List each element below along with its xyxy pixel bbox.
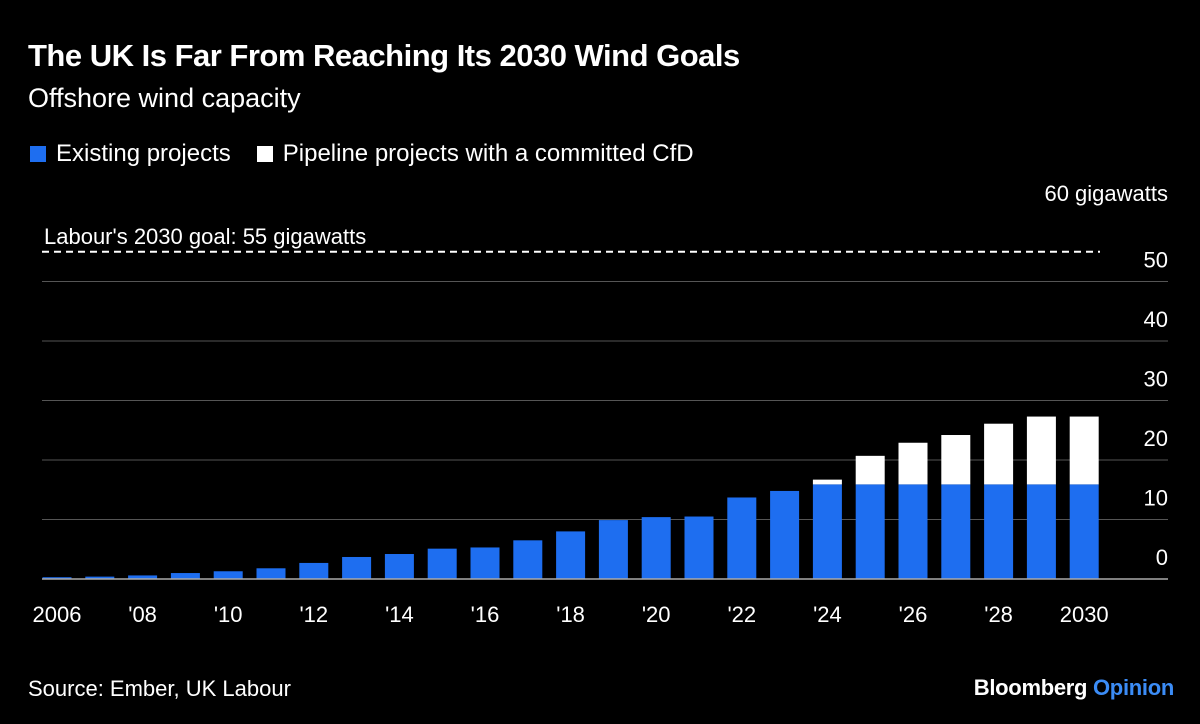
- bar-existing-2029: [1026, 484, 1056, 579]
- bar-existing-2020: [641, 517, 671, 579]
- x-tick-label-2024: '24: [813, 602, 842, 627]
- bar-existing-2025: [855, 484, 885, 579]
- bar-existing-2024: [812, 484, 842, 579]
- brand-suffix: Opinion: [1093, 675, 1174, 700]
- bar-pipeline-2025: [855, 455, 885, 485]
- x-tick-label-2016: '16: [471, 602, 500, 627]
- legend: Existing projects Pipeline projects with…: [30, 140, 720, 168]
- bar-existing-2028: [984, 484, 1014, 579]
- x-tick-label-2030: 2030: [1060, 602, 1109, 627]
- reference-layer: Labour's 2030 goal: 55 gigawatts: [42, 224, 1100, 253]
- y-tick-label-10: 10: [1144, 486, 1168, 511]
- bar-pipeline-2030: [1069, 416, 1099, 485]
- bar-existing-2018: [556, 531, 586, 579]
- bar-existing-2012: [299, 562, 329, 579]
- y-axis-top-label: 60 gigawatts: [1044, 181, 1168, 206]
- bar-existing-2011: [256, 568, 286, 579]
- y-tick-label-40: 40: [1144, 307, 1168, 332]
- bar-pipeline-2029: [1026, 416, 1056, 485]
- bar-existing-2009: [170, 573, 200, 579]
- x-tick-label-2006: 2006: [33, 602, 82, 627]
- bar-existing-2013: [342, 556, 372, 579]
- legend-swatch-pipeline: [256, 146, 273, 162]
- x-tick-label-2012: '12: [299, 602, 328, 627]
- brand-logo: Bloomberg Opinion: [973, 675, 1175, 701]
- grid-layer: [42, 281, 1168, 520]
- bar-existing-2016: [470, 547, 500, 579]
- brand-name: Bloomberg: [973, 675, 1088, 700]
- source-note: Source: Ember, UK Labour: [28, 676, 291, 701]
- legend-swatch-existing: [30, 146, 46, 162]
- y-tick-label-50: 50: [1144, 248, 1168, 273]
- bar-existing-2021: [684, 516, 714, 579]
- x-tick-label-2028: '28: [984, 602, 1013, 627]
- bar-pipeline-2027: [941, 435, 971, 485]
- x-tick-label-2008: '08: [128, 602, 157, 627]
- legend-label-pipeline: Pipeline projects with a committed CfD: [282, 140, 694, 167]
- bar-existing-2010: [213, 571, 243, 579]
- x-tick-label-2018: '18: [556, 602, 585, 627]
- bar-existing-2022: [727, 497, 757, 579]
- legend-label-existing: Existing projects: [56, 140, 231, 167]
- bar-pipeline-2028: [984, 423, 1014, 485]
- bar-existing-2014: [384, 554, 414, 579]
- x-tick-label-2020: '20: [642, 602, 671, 627]
- bar-existing-2019: [598, 520, 628, 579]
- x-tick-label-2026: '26: [899, 602, 928, 627]
- chart-title: The UK Is Far From Reaching Its 2030 Win…: [28, 38, 740, 73]
- bar-layer: [42, 416, 1099, 579]
- bar-pipeline-2026: [898, 442, 928, 485]
- goal-reference-label: Labour's 2030 goal: 55 gigawatts: [44, 224, 366, 249]
- y-tick-label-30: 30: [1144, 367, 1168, 392]
- y-tick-label-20: 20: [1144, 426, 1168, 451]
- x-tick-label-2014: '14: [385, 602, 414, 627]
- bar-existing-2008: [128, 575, 158, 579]
- bar-existing-2015: [427, 548, 457, 579]
- chart-subtitle: Offshore wind capacity: [28, 83, 301, 113]
- bar-existing-2023: [770, 490, 800, 579]
- x-tick-label-2010: '10: [214, 602, 243, 627]
- bar-existing-2027: [941, 484, 971, 579]
- bar-existing-2026: [898, 484, 928, 579]
- legend-item-pipeline: Pipeline projects with a committed CfD: [256, 140, 694, 168]
- bar-existing-2007: [85, 576, 115, 579]
- bar-existing-2017: [513, 540, 543, 579]
- legend-item-existing: Existing projects: [30, 140, 231, 168]
- y-tick-label-0: 0: [1156, 545, 1168, 570]
- bar-existing-2030: [1069, 484, 1099, 579]
- x-tick-label-2022: '22: [727, 602, 756, 627]
- bar-existing-2006: [42, 577, 72, 579]
- bar-pipeline-2024: [812, 479, 842, 485]
